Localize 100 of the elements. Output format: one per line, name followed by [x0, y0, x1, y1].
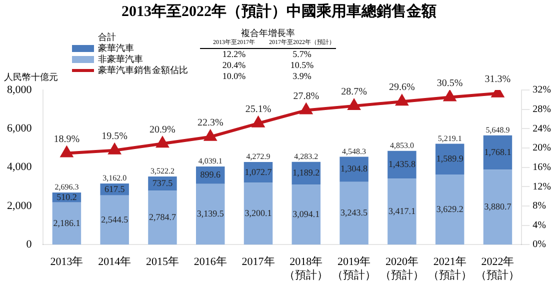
x-tick-label: 2013年 — [50, 256, 84, 268]
x-tick-label: 2017年 — [242, 256, 275, 268]
data-label: 3,200.1 — [244, 208, 272, 218]
chart-title: 2013年至2022年（預計）中國乘用車總銷售金額 — [120, 2, 438, 21]
x-tick-label: 2016年 — [194, 256, 227, 268]
point — [60, 146, 73, 158]
y-tick-label: 4,000 — [7, 161, 32, 174]
bar — [196, 184, 225, 245]
bar — [52, 202, 82, 245]
y2-tick-label: 20% — [532, 142, 552, 154]
y-tick-label: 6,000 — [7, 122, 32, 135]
data-label: 18.9% — [54, 134, 80, 145]
x-tick-label: 2022年（預計） — [476, 256, 520, 282]
total-label: 3,522.2 — [150, 166, 174, 176]
text: 12.2% — [221, 49, 247, 60]
data-label: 3,417.1 — [388, 206, 416, 216]
x-tick-label: 2014年 — [98, 256, 132, 268]
data-label: 3,629.2 — [436, 204, 464, 214]
bar — [340, 156, 368, 182]
data-label: 1,589.9 — [436, 153, 464, 164]
data-label: 737.5 — [152, 178, 174, 188]
y-tick-label: 0 — [26, 238, 32, 250]
point — [444, 90, 456, 102]
text: 20.4% — [221, 60, 247, 71]
total-label: 5,648.9 — [486, 126, 510, 135]
bar — [435, 144, 464, 174]
legend-label: 豪華汽車 — [98, 43, 134, 54]
bar — [292, 184, 321, 245]
bar — [483, 135, 512, 170]
y2-tick-label: 28% — [532, 104, 552, 115]
y-tick-label: 8,000 — [7, 84, 32, 96]
total-label: 3,162.0 — [102, 174, 127, 183]
text: 合計 — [97, 32, 117, 43]
y2-tick-label: 24% — [532, 123, 552, 134]
total-label: 4,039.1 — [198, 156, 222, 166]
data-label: 19.5% — [102, 131, 128, 142]
data-label: 510.2 — [56, 192, 77, 202]
data-label: 1,768.1 — [484, 146, 512, 157]
data-label: 1,072.7 — [244, 166, 272, 177]
text: 5.7% — [292, 49, 312, 60]
text: 3.9% — [292, 71, 312, 82]
data-label: 28.7% — [341, 86, 367, 98]
x-tick-label: 2021年（預計） — [428, 256, 472, 282]
total-label: 4,283.2 — [294, 152, 318, 161]
data-label: 27.8% — [293, 90, 320, 102]
point — [348, 99, 360, 110]
data-label: 22.3% — [197, 117, 224, 128]
total-label: 4,548.3 — [342, 146, 366, 156]
bar — [244, 182, 273, 245]
data-label: 2,784.7 — [148, 212, 176, 222]
data-label: 31.3% — [484, 74, 511, 86]
bar — [388, 150, 416, 179]
data-label: 3,243.5 — [340, 208, 368, 218]
total-label: 5,219.1 — [438, 134, 462, 143]
y2-tick-label: 0% — [532, 239, 546, 250]
y2-tick-label: 32% — [532, 84, 552, 96]
x-tick-label: 2015年 — [146, 256, 179, 268]
y2-tick-label: 12% — [532, 181, 552, 192]
y2-tick-label: 4% — [532, 220, 546, 231]
data-label: 1,304.8 — [340, 164, 368, 174]
text: 10.5% — [289, 60, 315, 71]
y-axis-title: 人民幣十億元 — [4, 71, 58, 84]
data-label: 3,139.5 — [196, 208, 224, 219]
total-label: 2,696.3 — [54, 182, 79, 192]
point — [300, 104, 312, 114]
y-tick-label: 2,000 — [7, 200, 32, 212]
data-label: 29.6% — [389, 82, 415, 94]
x-tick-label: 2020年（預計） — [380, 256, 424, 282]
y2-tick-label: 16% — [532, 162, 552, 173]
data-label: 20.9% — [150, 124, 176, 136]
x-tick-label: 2018年（預計） — [284, 256, 328, 282]
data-label: 3,880.7 — [484, 201, 512, 212]
bar — [148, 190, 177, 245]
bar — [483, 170, 512, 245]
data-label: 25.1% — [245, 104, 272, 115]
y2-tick-label: 8% — [532, 200, 546, 212]
data-label: 899.6 — [200, 170, 221, 180]
point — [204, 130, 216, 141]
legend-label: 豪華汽車銷售金額佔比 — [98, 65, 188, 76]
x-tick-label: 2019年（預計） — [332, 256, 376, 282]
data-label: 2,544.5 — [101, 214, 129, 224]
point — [252, 116, 264, 128]
point — [156, 137, 168, 148]
data-label: 3,094.1 — [292, 209, 320, 220]
data-label: 30.5% — [436, 78, 463, 89]
text: 複合年增長率 — [240, 28, 296, 38]
bar — [435, 174, 464, 245]
data-label: 2,186.1 — [53, 218, 80, 228]
point — [396, 95, 408, 106]
data-label: 617.5 — [104, 184, 126, 194]
bar — [100, 195, 129, 245]
data-label: 1,435.8 — [388, 159, 416, 170]
data-label: 1,189.2 — [292, 168, 320, 178]
legend-label: 非豪華汽車 — [98, 54, 143, 65]
total-label: 4,272.9 — [246, 152, 270, 162]
text: 10.0% — [221, 71, 247, 82]
total-label: 4,853.0 — [390, 140, 414, 150]
bar — [340, 182, 368, 245]
bar — [388, 178, 416, 245]
point — [108, 144, 120, 154]
